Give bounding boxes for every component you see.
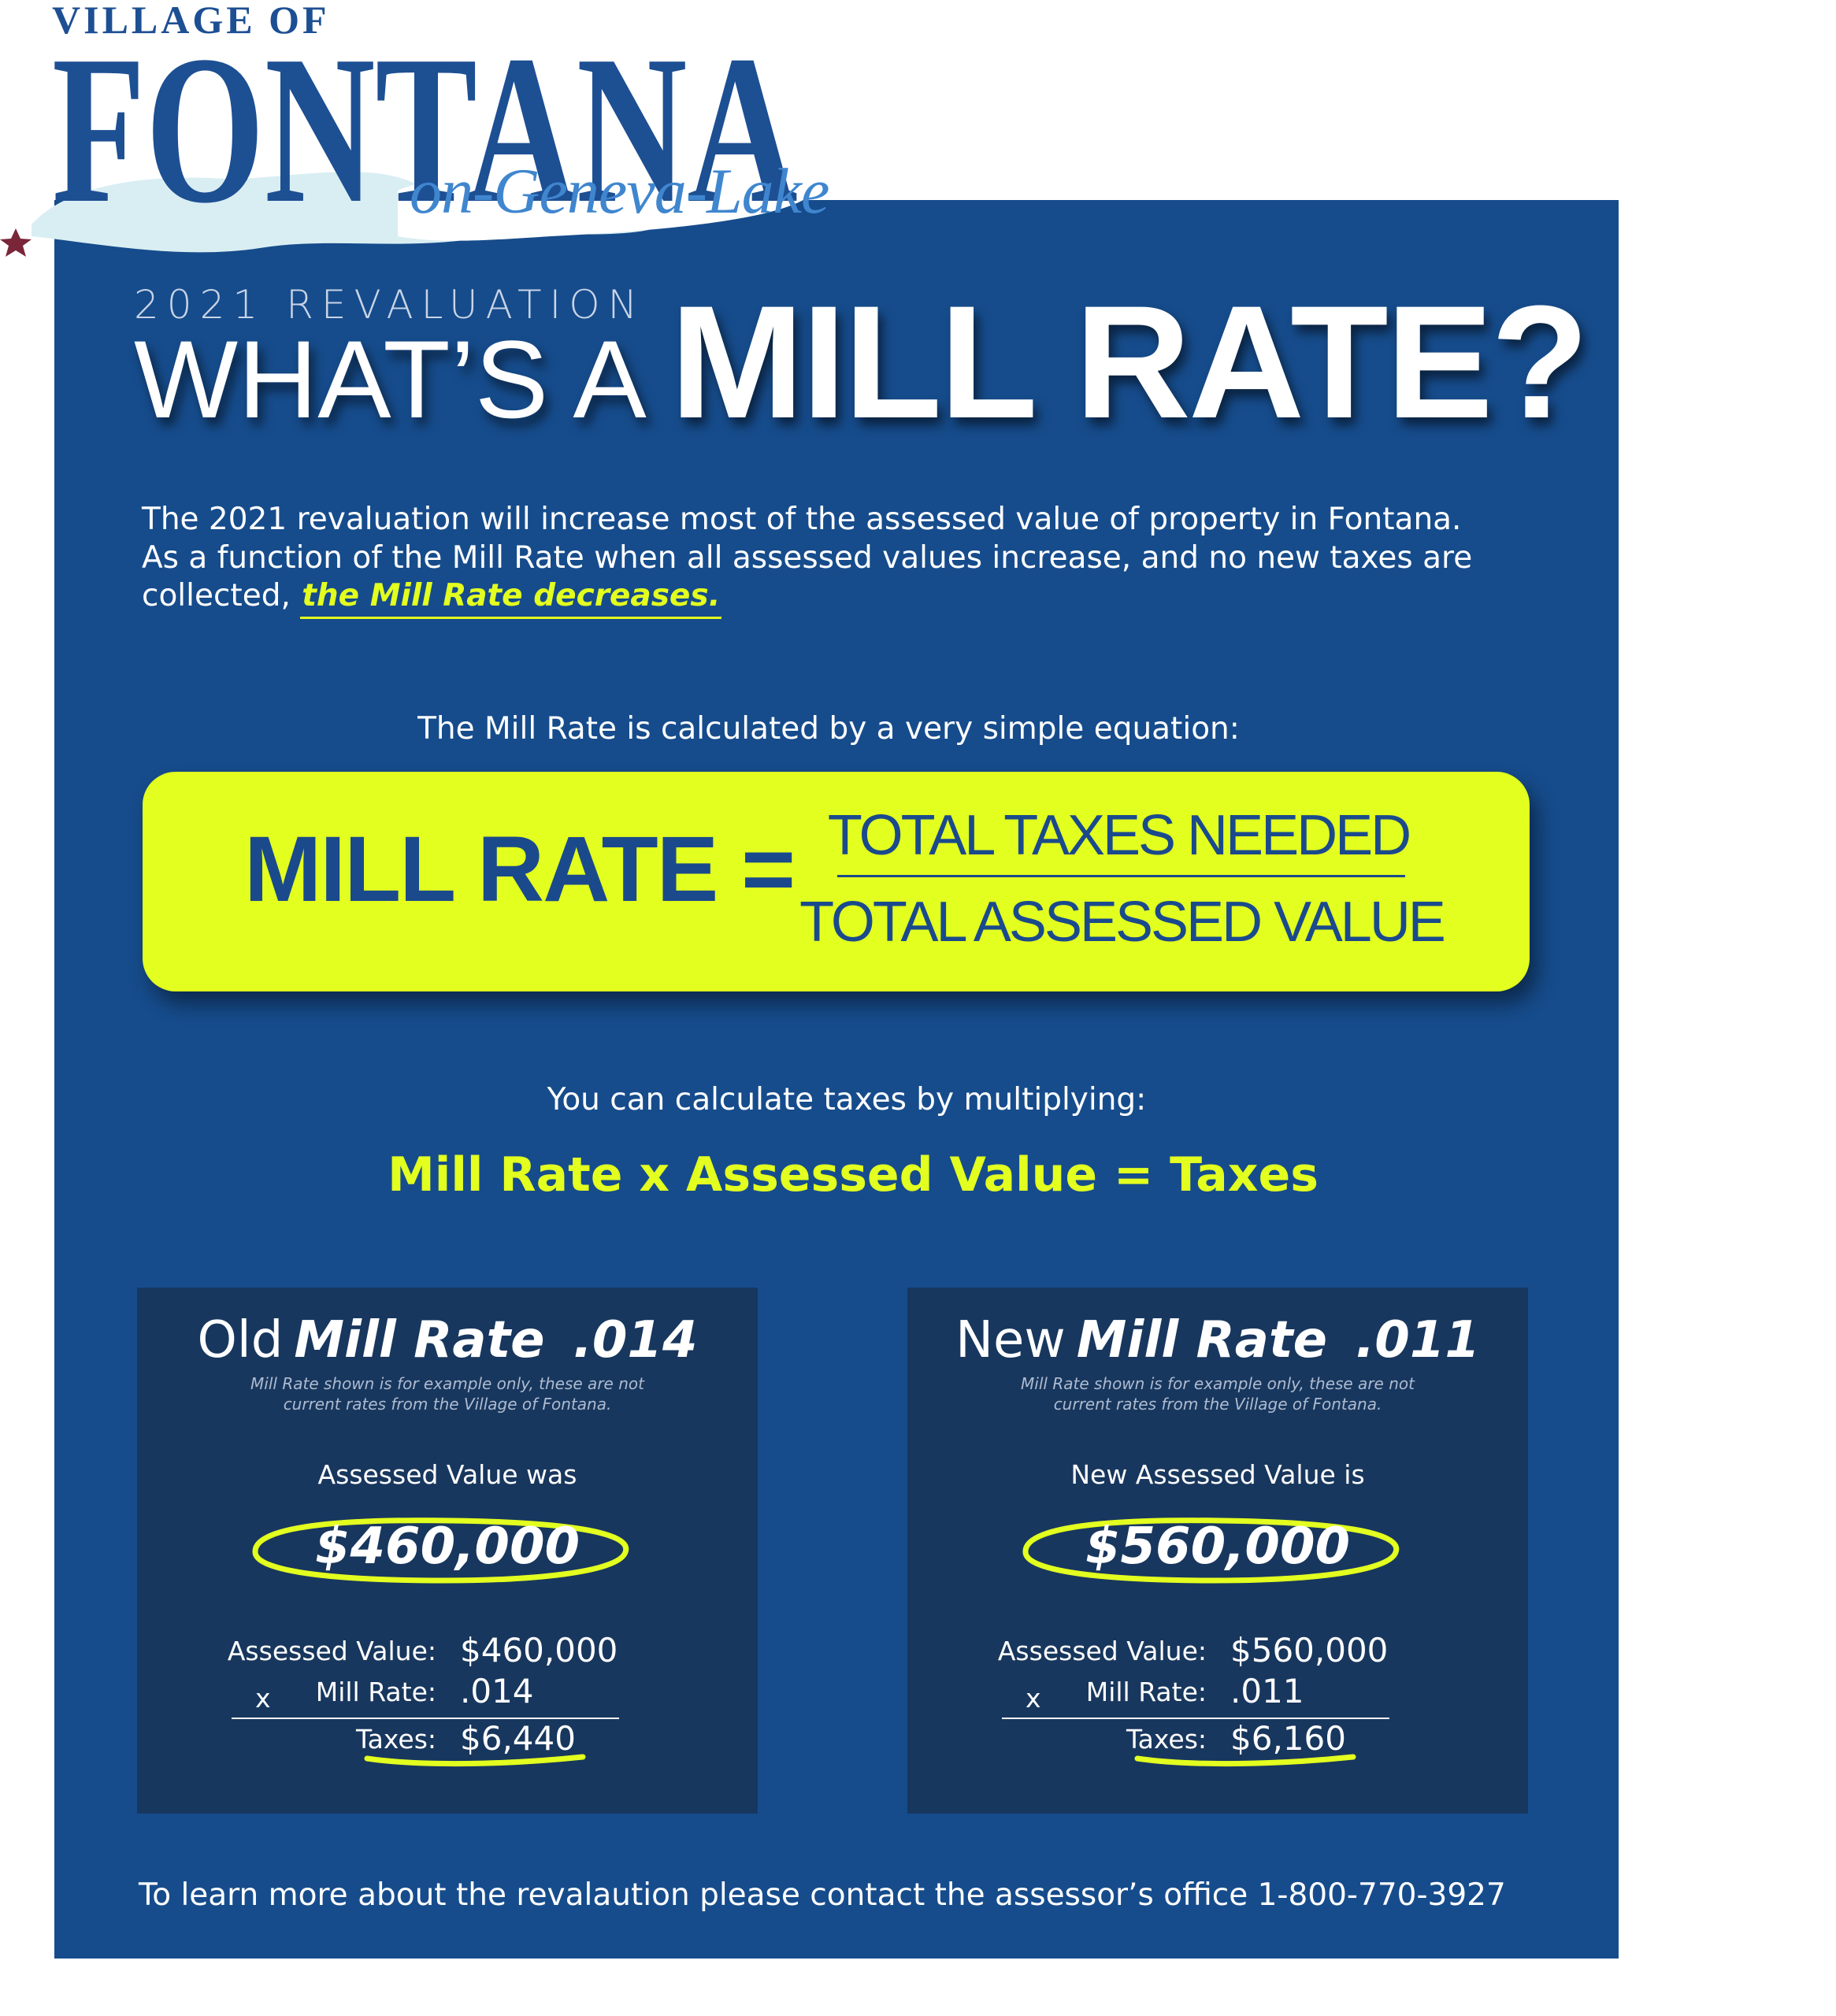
card-decoration bbox=[1022, 1518, 1400, 1767]
card-rate: .014 bbox=[573, 1311, 698, 1369]
value-caption: New Assessed Value is bbox=[1070, 1459, 1365, 1490]
row-label: Mill Rate: bbox=[315, 1677, 436, 1707]
assessed-value: $460,000 bbox=[314, 1518, 580, 1576]
row-label: Assessed Value: bbox=[227, 1636, 436, 1666]
intro: The 2021 revaluation will increase most … bbox=[142, 501, 1473, 619]
row-value: $460,000 bbox=[460, 1631, 618, 1670]
card-prefix: New bbox=[955, 1311, 1066, 1369]
row-label: Taxes: bbox=[355, 1724, 436, 1755]
footer: To learn more about the revalaution plea… bbox=[139, 1877, 1506, 1913]
card-note: current rates from the Village of Fontan… bbox=[283, 1395, 612, 1414]
row-label: Mill Rate: bbox=[1085, 1677, 1207, 1707]
card-prefix: Old bbox=[197, 1311, 284, 1369]
calc-rule bbox=[232, 1718, 619, 1719]
value-ellipse bbox=[252, 1518, 629, 1584]
headline-main: MILL RATE? bbox=[669, 272, 1589, 452]
intro-line: The 2021 revaluation will increase most … bbox=[142, 502, 1462, 537]
formula-box bbox=[143, 772, 1530, 991]
card-title: New Mill Rate .011 bbox=[955, 1311, 1480, 1369]
logo-name: FONTANA bbox=[52, 12, 798, 247]
row-value: .014 bbox=[460, 1672, 534, 1710]
card-note: Mill Rate shown is for example only, the… bbox=[1021, 1374, 1415, 1393]
value-caption: Assessed Value was bbox=[317, 1459, 577, 1490]
card-note: current rates from the Village of Fontan… bbox=[1053, 1395, 1382, 1414]
row-value: $6,440 bbox=[460, 1719, 576, 1758]
logo-village-of: VILLAGE OF bbox=[52, 0, 330, 42]
intro-line: collected, bbox=[142, 578, 291, 613]
card-label: Mill Rate bbox=[294, 1311, 545, 1369]
equation-intro: The Mill Rate is calculated by a very si… bbox=[417, 711, 1240, 747]
formula-numerator: TOTAL TAXES NEEDED bbox=[827, 804, 1411, 867]
row-operator: x bbox=[255, 1683, 271, 1714]
value-ellipse bbox=[1022, 1518, 1400, 1584]
row-value: .011 bbox=[1230, 1672, 1304, 1710]
multiply-formula: Mill Rate x Assessed Value = Taxes bbox=[388, 1147, 1319, 1203]
row-label: Taxes: bbox=[1126, 1724, 1207, 1755]
kicker: 2021 REVALUATION bbox=[134, 282, 646, 328]
example-card: New Mill Rate .011 Mill Rate shown is for e… bbox=[907, 1288, 1528, 1814]
logo-lake bbox=[0, 164, 819, 257]
calc-rule bbox=[1002, 1718, 1389, 1719]
card-title: Old Mill Rate .014 bbox=[198, 1311, 698, 1369]
headline: WHAT’S A MILL RATE? bbox=[134, 282, 1589, 493]
card-label: Mill Rate bbox=[1076, 1311, 1327, 1369]
intro-line: As a function of the Mill Rate when all … bbox=[142, 539, 1473, 576]
row-label: Assessed Value: bbox=[997, 1636, 1207, 1666]
formula-denominator: TOTAL ASSESSED VALUE bbox=[799, 891, 1446, 954]
logo-tagline: on-Geneva-Lake bbox=[410, 155, 829, 227]
assessed-value: $560,000 bbox=[1085, 1518, 1351, 1576]
example-card: Old Mill Rate .014 Mill Rate shown is for e… bbox=[137, 1288, 758, 1814]
taxes-underline bbox=[1134, 1754, 1356, 1767]
row-value: $6,160 bbox=[1230, 1719, 1346, 1758]
card-rate: .011 bbox=[1355, 1311, 1480, 1369]
row-value: $560,000 bbox=[1230, 1631, 1389, 1670]
row-operator: x bbox=[1026, 1683, 1041, 1714]
card-decoration bbox=[252, 1518, 629, 1767]
fraction-bar bbox=[837, 875, 1405, 877]
headline-lead: WHAT’S A bbox=[134, 317, 647, 441]
intro-line: collected, the Mill Rate decreases. bbox=[142, 577, 1472, 619]
multiply-intro: You can calculate taxes by multiplying: bbox=[547, 1082, 1147, 1117]
card-note: Mill Rate shown is for example only, the… bbox=[250, 1374, 644, 1393]
intro-highlight: the Mill Rate decreases. bbox=[300, 578, 722, 619]
taxes-underline bbox=[364, 1754, 586, 1767]
formula-left: MILL RATE = bbox=[244, 817, 796, 921]
